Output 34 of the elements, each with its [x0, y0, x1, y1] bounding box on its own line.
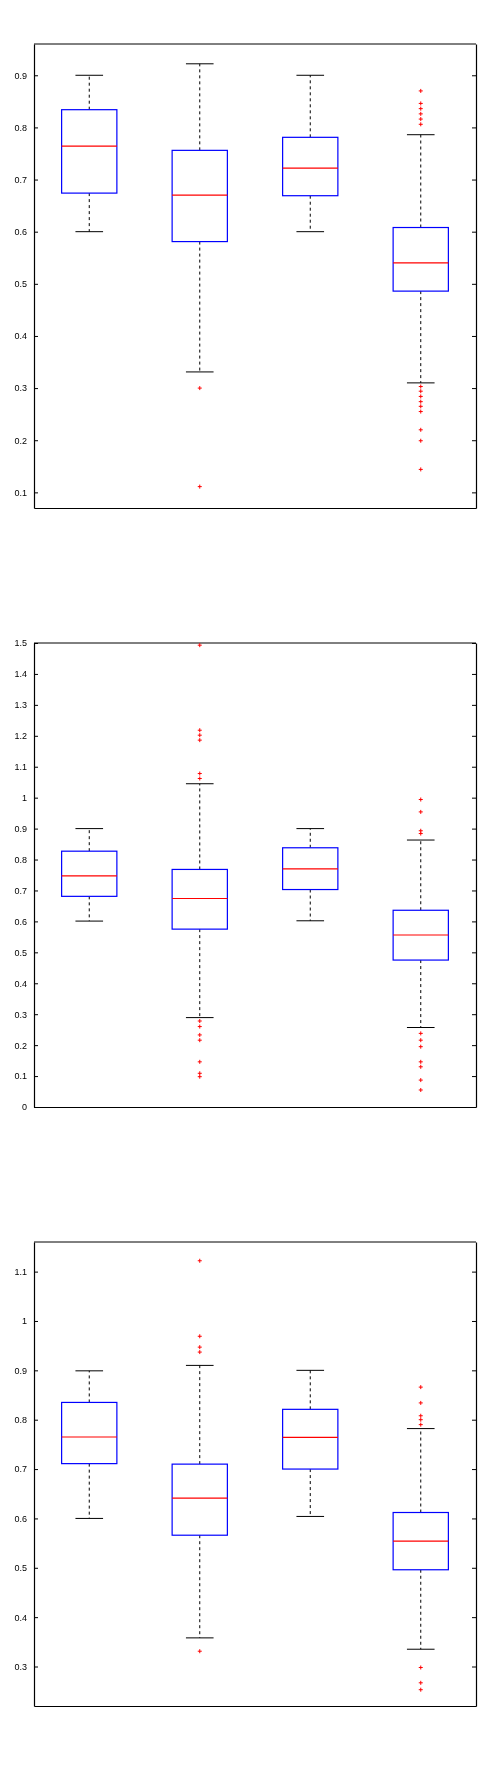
y-tick-label: 0.3: [14, 383, 27, 394]
y-tick-label: 0.6: [14, 227, 27, 238]
y-tick-label: 0.7: [14, 885, 27, 896]
y-tick-label: 0.8: [14, 122, 27, 133]
y-tick-label: 0.1: [14, 487, 27, 498]
y-tick-label: 1.2: [14, 731, 27, 742]
y-tick-label: 0.2: [14, 435, 27, 446]
y-tick-label: 0.4: [14, 331, 27, 342]
y-tick-label: 0.9: [14, 70, 27, 81]
y-tick-label: 0.5: [14, 279, 27, 290]
y-tick-label: 0.4: [14, 978, 27, 989]
y-tick-label: 0.7: [14, 1464, 27, 1475]
y-tick-label: 1.4: [14, 669, 27, 680]
y-tick-label: 0.8: [14, 1415, 27, 1426]
y-tick-label: 0.5: [14, 1563, 27, 1574]
y-tick-label: 1.3: [14, 700, 27, 711]
y-tick-label: 0.8: [14, 854, 27, 865]
y-tick-label: 0.6: [14, 1513, 27, 1524]
y-tick-label: 1.1: [14, 762, 27, 773]
y-tick-label: 0.3: [14, 1661, 27, 1672]
y-tick-label: 0.7: [14, 174, 27, 185]
y-tick-label: 0.6: [14, 916, 27, 927]
y-tick-label: 1: [21, 1316, 27, 1327]
y-tick-label: 1: [21, 793, 27, 804]
y-tick-label: 1.5: [14, 638, 27, 649]
y-tick-label: 0.3: [14, 1009, 27, 1020]
y-tick-label: 0.9: [14, 823, 27, 834]
y-tick-label: 0.2: [14, 1040, 27, 1051]
y-tick-label: 0: [21, 1102, 27, 1113]
y-tick-label: 1.1: [14, 1267, 27, 1277]
y-tick-label: 0.4: [14, 1612, 27, 1623]
y-tick-label: 0.9: [14, 1365, 27, 1376]
y-tick-label: 0.5: [14, 947, 27, 958]
y-tick-label: 0.1: [14, 1071, 27, 1082]
